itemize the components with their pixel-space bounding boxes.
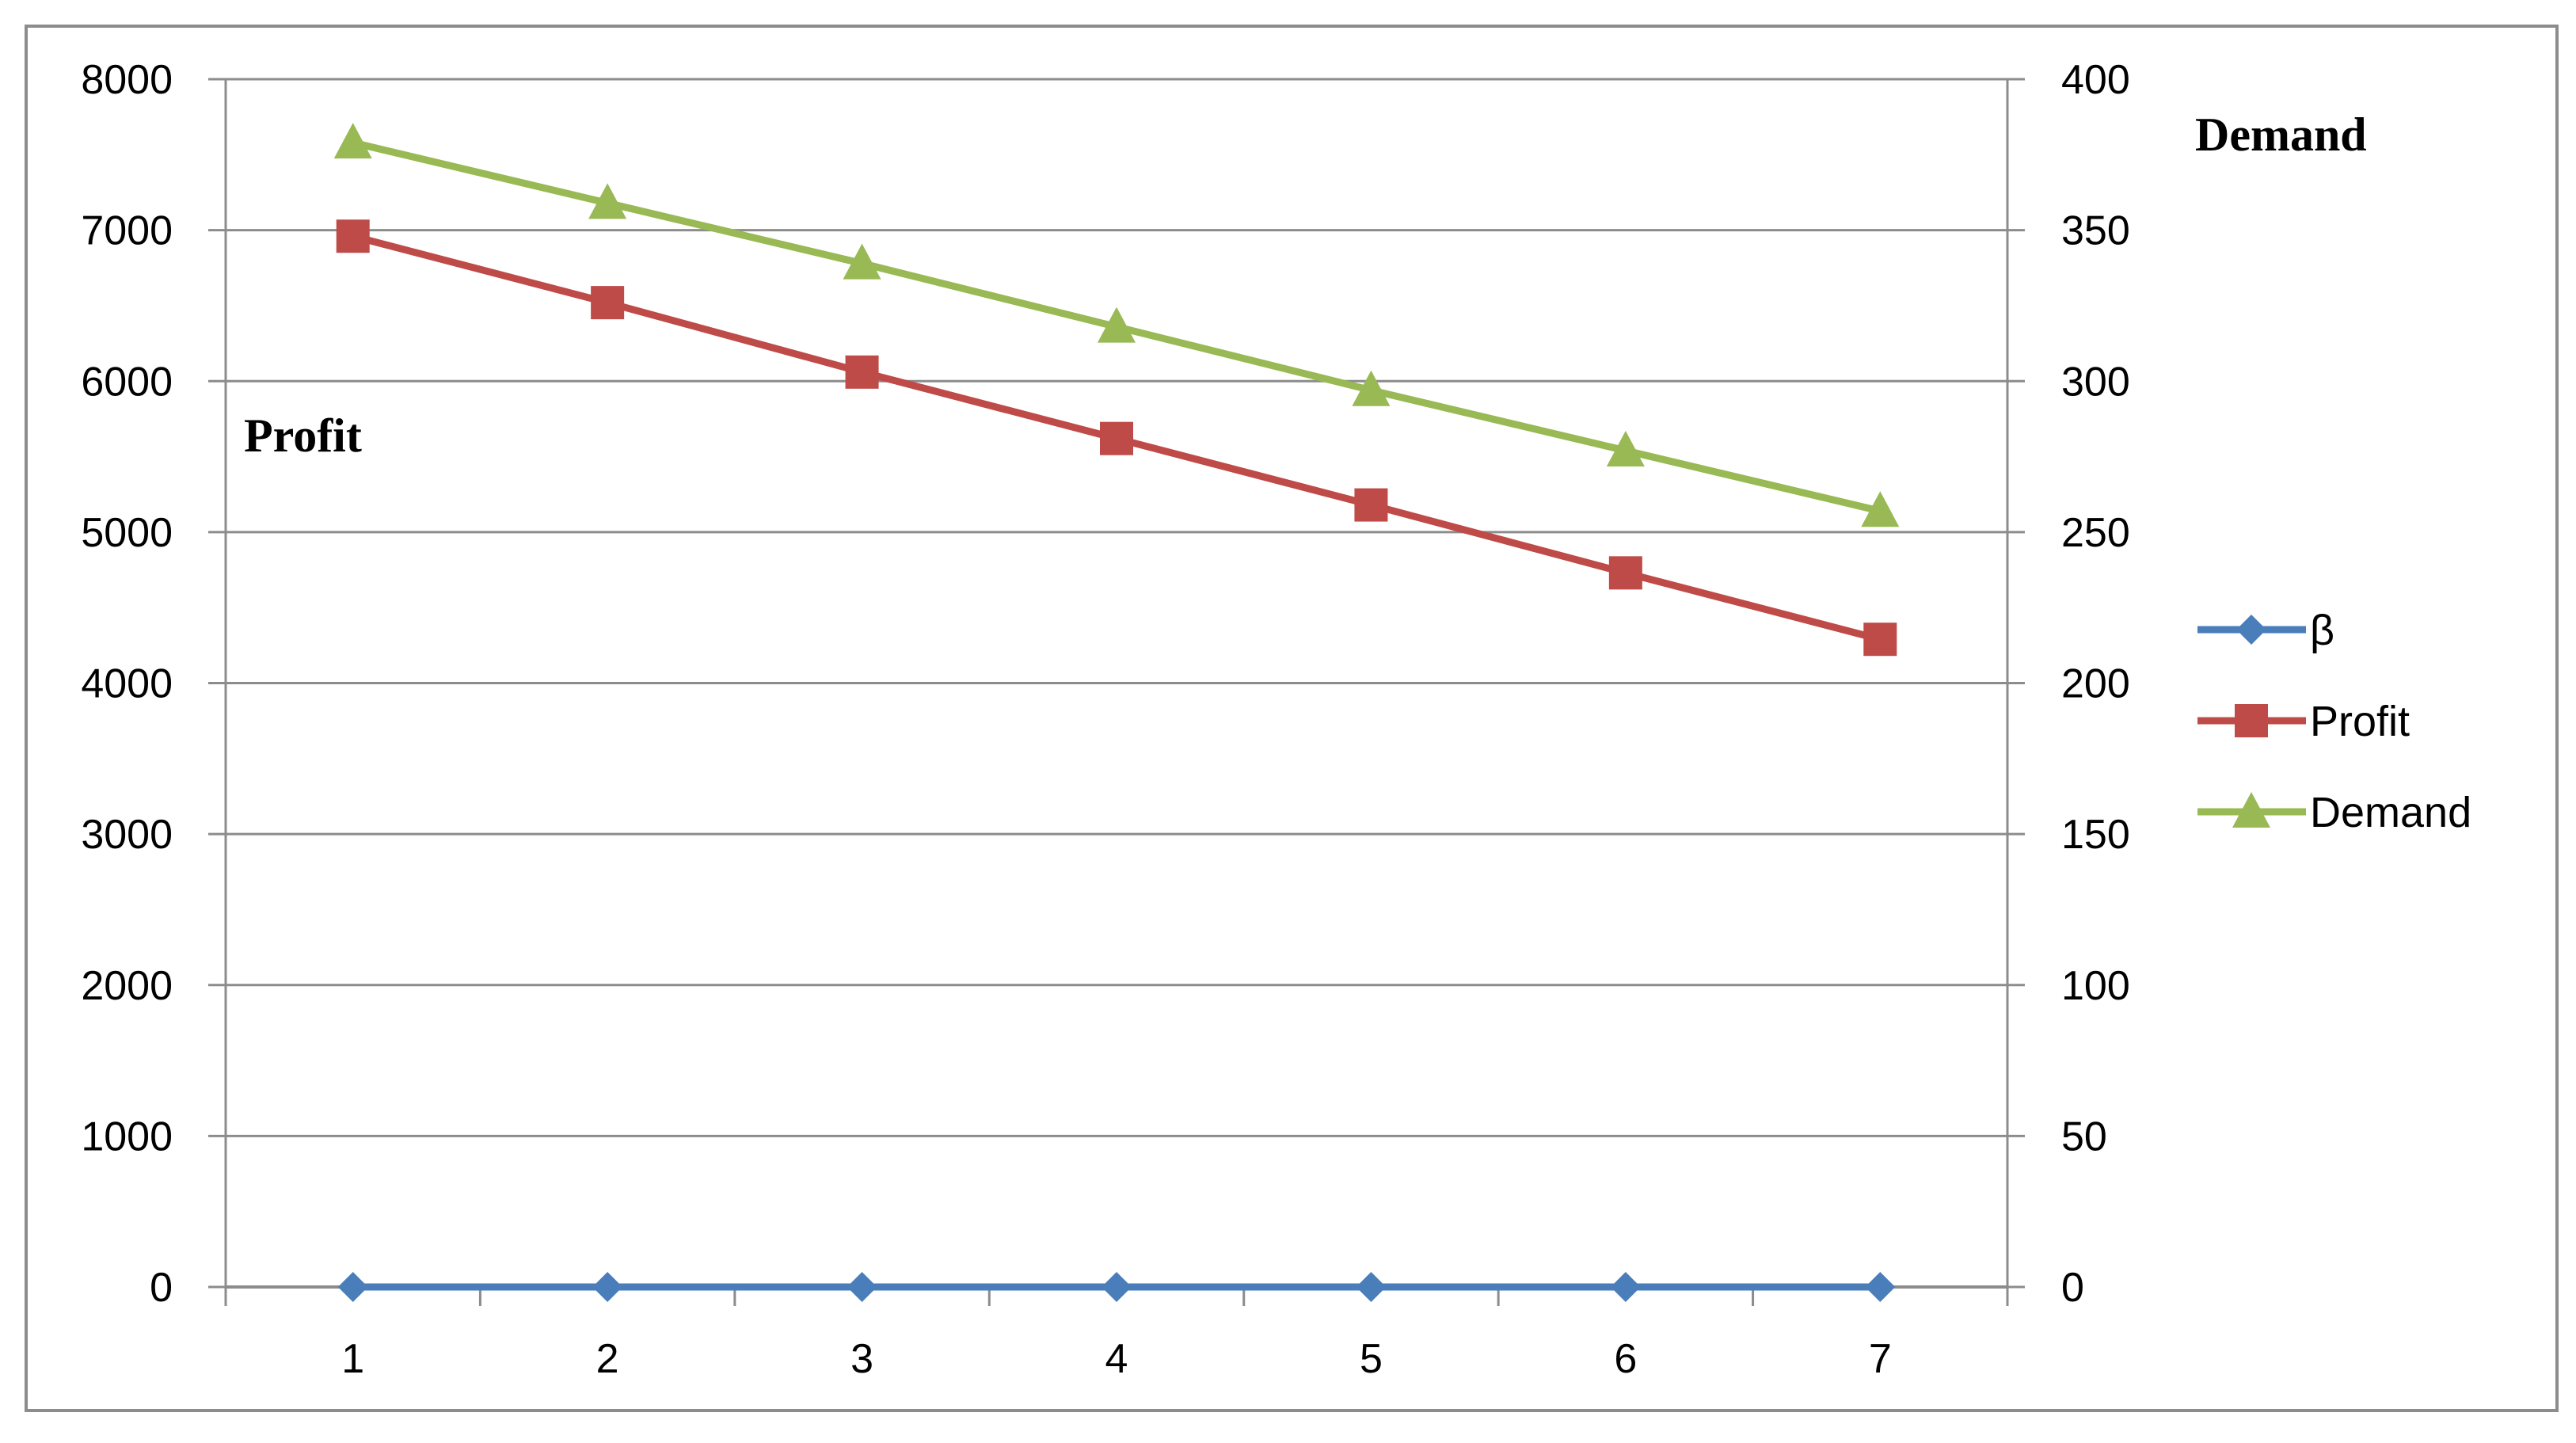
x-axis-tick-label: 2 bbox=[596, 1336, 619, 1382]
profit-data-point bbox=[1608, 556, 1642, 590]
demand-data-point bbox=[843, 243, 881, 280]
legend-swatch-marker bbox=[2232, 792, 2270, 828]
legend-label: Demand bbox=[2310, 789, 2471, 836]
x-axis-tick-label: 6 bbox=[1614, 1336, 1637, 1382]
left-axis-tick-label: 4000 bbox=[81, 661, 173, 707]
legend-item-demand: Demand bbox=[2197, 789, 2471, 836]
right-axis-tick-label: 250 bbox=[2061, 510, 2130, 556]
beta-data-point bbox=[1356, 1272, 1387, 1302]
legend-label: β bbox=[2310, 607, 2334, 654]
profit-data-point bbox=[1354, 488, 1388, 522]
beta-data-point bbox=[592, 1272, 623, 1302]
demand-data-point bbox=[1861, 491, 1900, 527]
x-axis-tick-label: 1 bbox=[341, 1336, 364, 1382]
right-axis-tick-label: 150 bbox=[2061, 812, 2130, 858]
profit-data-point bbox=[1100, 421, 1133, 455]
left-axis-tick-label: 8000 bbox=[81, 57, 173, 103]
right-axis-tick-label: 100 bbox=[2061, 963, 2130, 1009]
left-axis-tick-label: 2000 bbox=[81, 963, 173, 1009]
right-axis-tick-label: 200 bbox=[2061, 661, 2130, 707]
profit-series bbox=[336, 219, 1897, 657]
beta-data-point bbox=[1865, 1272, 1896, 1302]
x-axis-tick-label: 4 bbox=[1105, 1336, 1128, 1382]
gridlines bbox=[226, 78, 2007, 1137]
right-axis-tick-label: 50 bbox=[2061, 1114, 2107, 1159]
right-axis-title: Demand bbox=[2195, 109, 2367, 161]
left-axis-title: Profit bbox=[244, 409, 362, 462]
beta-data-point bbox=[847, 1272, 877, 1302]
beta-data-point bbox=[337, 1272, 368, 1302]
beta-series bbox=[337, 1272, 1896, 1302]
legend: β Profit Demand bbox=[2197, 607, 2471, 836]
right-axis-tick-label: 350 bbox=[2061, 208, 2130, 254]
chart-border bbox=[25, 25, 2559, 1412]
left-axis-tick-label: 3000 bbox=[81, 812, 173, 858]
legend-item-beta: β bbox=[2197, 607, 2334, 654]
legend-swatch-marker bbox=[2236, 615, 2266, 645]
right-axis-tick-label: 0 bbox=[2061, 1265, 2084, 1311]
tick-labels: 0 1000 2000 3000 4000 5000 6000 7000 8000 0 50 100 1… bbox=[81, 57, 2129, 1382]
left-axis-tick-label: 1000 bbox=[81, 1114, 173, 1159]
profit-data-point bbox=[336, 219, 370, 253]
x-axis-tick-label: 5 bbox=[1360, 1336, 1383, 1382]
profit-data-point bbox=[845, 355, 879, 389]
profit-data-point bbox=[1863, 623, 1897, 657]
demand-data-point bbox=[1352, 370, 1391, 406]
demand-data-point bbox=[1606, 430, 1645, 466]
x-axis-tick-label: 7 bbox=[1869, 1336, 1892, 1382]
legend-item-profit: Profit bbox=[2197, 698, 2410, 745]
right-axis-tick-label: 300 bbox=[2061, 359, 2130, 405]
beta-data-point bbox=[1610, 1272, 1641, 1302]
demand-data-point bbox=[1098, 306, 1136, 343]
series-layer bbox=[333, 123, 1900, 1302]
demand-series bbox=[333, 123, 1900, 527]
left-axis-tick-label: 5000 bbox=[81, 510, 173, 556]
right-axis-tick-label: 400 bbox=[2061, 57, 2130, 103]
demand-data-point bbox=[588, 183, 627, 219]
x-axis-tick-label: 3 bbox=[850, 1336, 873, 1382]
beta-data-point bbox=[1102, 1272, 1132, 1302]
left-axis-tick-label: 7000 bbox=[81, 208, 173, 254]
profit-data-point bbox=[591, 286, 625, 320]
left-axis-tick-label: 6000 bbox=[81, 359, 173, 405]
left-axis-tick-label: 0 bbox=[150, 1265, 173, 1311]
demand-data-point bbox=[333, 123, 372, 159]
legend-label: Profit bbox=[2310, 698, 2410, 745]
legend-swatch-marker bbox=[2235, 704, 2268, 737]
